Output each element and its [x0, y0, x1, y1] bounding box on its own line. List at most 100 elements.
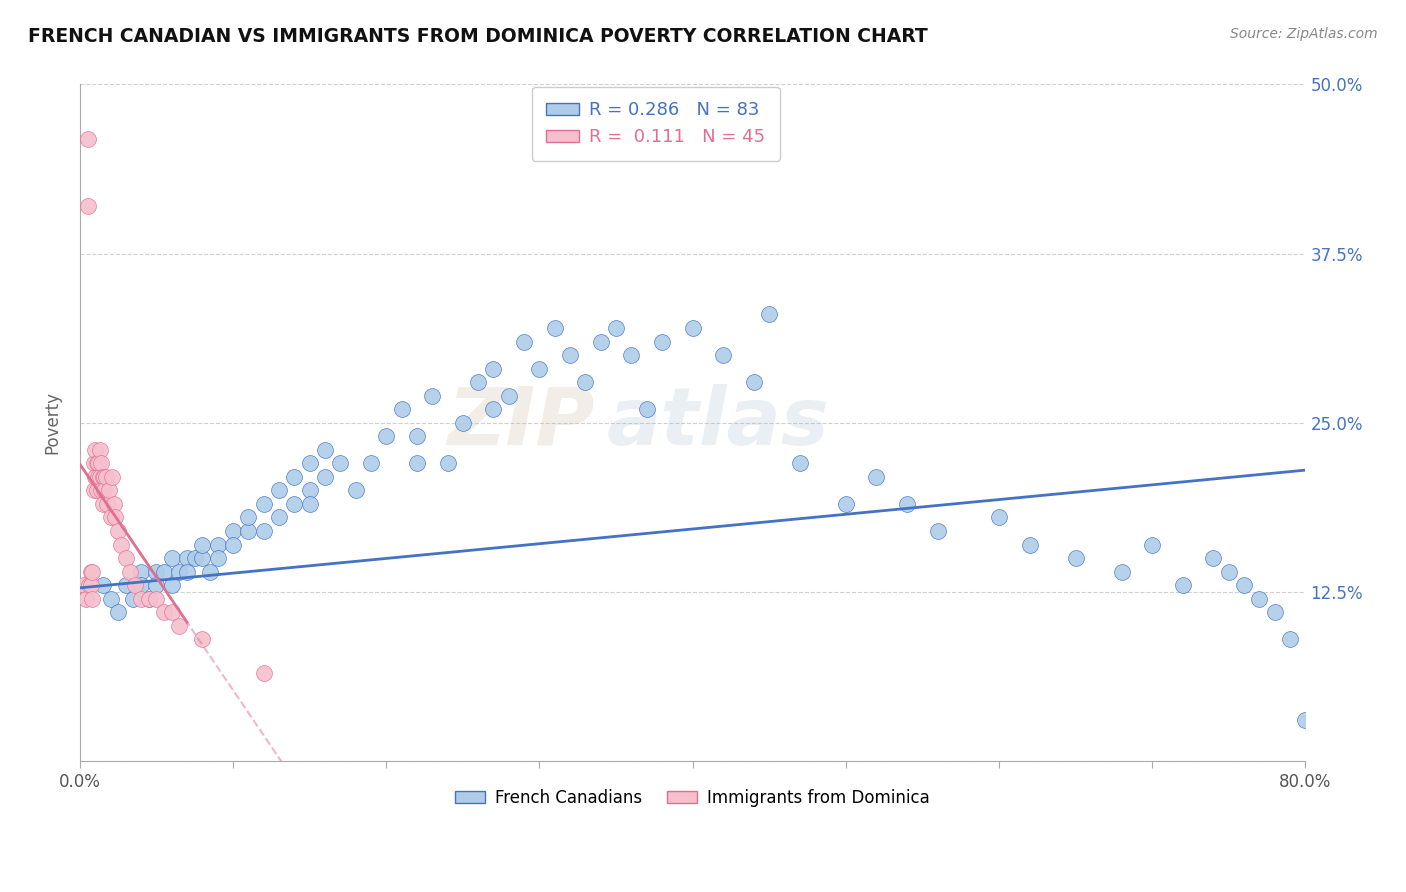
Point — [344, 483, 367, 498]
Point — [589, 334, 612, 349]
Point — [451, 416, 474, 430]
Point — [544, 321, 567, 335]
Point — [77, 578, 100, 592]
Point — [1064, 551, 1087, 566]
Point — [238, 510, 260, 524]
Point — [84, 442, 107, 457]
Point — [94, 470, 117, 484]
Point — [79, 578, 101, 592]
Point — [82, 591, 104, 606]
Point — [160, 551, 183, 566]
Point — [1249, 591, 1271, 606]
Point — [138, 591, 160, 606]
Point — [1264, 605, 1286, 619]
Point — [1233, 578, 1256, 592]
Point — [114, 551, 136, 566]
Point — [896, 497, 918, 511]
Point — [283, 470, 305, 484]
Point — [498, 389, 520, 403]
Point — [1140, 537, 1163, 551]
Point — [96, 497, 118, 511]
Point — [513, 334, 536, 349]
Point — [253, 497, 276, 511]
Text: Source: ZipAtlas.com: Source: ZipAtlas.com — [1230, 27, 1378, 41]
Point — [267, 483, 290, 498]
Point — [138, 591, 160, 606]
Point — [169, 619, 191, 633]
Point — [1111, 565, 1133, 579]
Point — [988, 510, 1011, 524]
Point — [789, 456, 811, 470]
Point — [91, 470, 114, 484]
Point — [89, 442, 111, 457]
Text: ZIP: ZIP — [447, 384, 595, 462]
Point — [91, 497, 114, 511]
Point — [558, 348, 581, 362]
Point — [406, 456, 429, 470]
Point — [76, 199, 98, 213]
Point — [482, 361, 505, 376]
Point — [84, 470, 107, 484]
Point — [107, 605, 129, 619]
Point — [114, 578, 136, 592]
Point — [1018, 537, 1040, 551]
Point — [651, 334, 673, 349]
Point — [87, 470, 110, 484]
Point — [91, 578, 114, 592]
Point — [86, 456, 108, 470]
Point — [865, 470, 887, 484]
Point — [1294, 714, 1316, 728]
Point — [153, 565, 176, 579]
Point — [89, 470, 111, 484]
Point — [104, 510, 127, 524]
Point — [122, 591, 145, 606]
Point — [529, 361, 551, 376]
Point — [436, 456, 458, 470]
Point — [222, 524, 245, 538]
Point — [927, 524, 949, 538]
Point — [145, 565, 167, 579]
Point — [329, 456, 352, 470]
Point — [298, 456, 321, 470]
Point — [120, 565, 142, 579]
Point — [160, 605, 183, 619]
Point — [98, 483, 121, 498]
Point — [160, 578, 183, 592]
Point — [574, 375, 596, 389]
Point — [298, 497, 321, 511]
Point — [73, 578, 96, 592]
Point — [153, 605, 176, 619]
Point — [207, 551, 229, 566]
Point — [207, 537, 229, 551]
Point — [93, 483, 115, 498]
Point — [742, 375, 765, 389]
Point — [1202, 551, 1225, 566]
Point — [103, 497, 125, 511]
Point — [169, 565, 191, 579]
Point — [314, 470, 336, 484]
Text: FRENCH CANADIAN VS IMMIGRANTS FROM DOMINICA POVERTY CORRELATION CHART: FRENCH CANADIAN VS IMMIGRANTS FROM DOMIN… — [28, 27, 928, 45]
Point — [145, 591, 167, 606]
Point — [176, 565, 198, 579]
Point — [83, 456, 105, 470]
Point — [298, 483, 321, 498]
Point — [1218, 565, 1240, 579]
Point — [191, 632, 214, 647]
Point — [129, 565, 152, 579]
Point — [605, 321, 627, 335]
Point — [636, 402, 658, 417]
Point — [391, 402, 413, 417]
Point — [835, 497, 858, 511]
Point — [283, 497, 305, 511]
Point — [90, 456, 112, 470]
Point — [100, 591, 122, 606]
Point — [253, 524, 276, 538]
Point — [82, 565, 104, 579]
Point — [406, 429, 429, 443]
Y-axis label: Poverty: Poverty — [44, 392, 60, 454]
Point — [253, 666, 276, 681]
Point — [267, 510, 290, 524]
Point — [238, 524, 260, 538]
Legend: French Canadians, Immigrants from Dominica: French Canadians, Immigrants from Domini… — [449, 782, 936, 814]
Point — [482, 402, 505, 417]
